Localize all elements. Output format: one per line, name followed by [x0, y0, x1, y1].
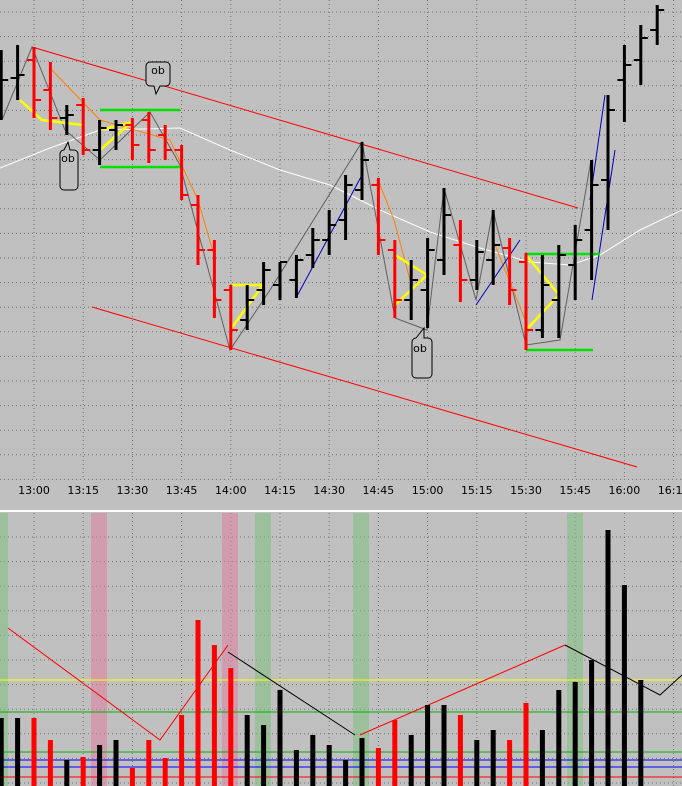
- x-tick-label: 15:15: [461, 484, 493, 497]
- x-tick-label: 15:00: [412, 484, 444, 497]
- volume-bar: [31, 718, 37, 786]
- volume-bar: [129, 768, 135, 786]
- volume-bar: [375, 748, 381, 786]
- volume-bar: [261, 725, 267, 786]
- band: [353, 513, 369, 786]
- volume-bar: [638, 680, 644, 786]
- volume-bar: [244, 715, 250, 786]
- volume-swing: [564, 644, 682, 696]
- x-tick-label: 13:00: [18, 484, 50, 497]
- callouts: [59, 61, 433, 379]
- volume-bar: [80, 757, 86, 786]
- x-tick-label: 14:30: [313, 484, 345, 497]
- volume-swing: [7, 627, 229, 741]
- volume-bar: [293, 750, 299, 786]
- annotation: ob: [61, 152, 75, 165]
- x-tick-label: 13:30: [117, 484, 149, 497]
- volume-bar: [474, 740, 480, 786]
- volume-bar: [326, 745, 332, 786]
- channel-line: [591, 149, 616, 301]
- trend-line: [91, 306, 638, 468]
- volume-bar: [523, 703, 529, 786]
- volume-bar: [195, 620, 201, 786]
- volume-bar: [64, 760, 70, 786]
- volume-bar: [457, 715, 463, 786]
- volume-bar: [343, 760, 349, 786]
- volume-bar: [97, 745, 103, 786]
- x-tick-label: 15:30: [510, 484, 542, 497]
- volume-bar: [113, 740, 119, 786]
- volume-bar: [228, 668, 234, 786]
- callout: [411, 326, 433, 379]
- volume-bar: [47, 740, 53, 786]
- volume-bar: [539, 730, 545, 786]
- x-tick-label: 14:00: [215, 484, 247, 497]
- volume-bar: [310, 735, 316, 786]
- band: [91, 513, 107, 786]
- annotation: ob: [413, 342, 427, 355]
- volume-bar: [572, 682, 578, 786]
- trend-line: [31, 46, 579, 209]
- x-tick-label: 13:45: [166, 484, 198, 497]
- x-tick-label: 16:15: [658, 484, 682, 497]
- volume-bar: [556, 690, 562, 786]
- callout: [145, 61, 171, 96]
- x-tick-label: 16:00: [609, 484, 641, 497]
- x-tick-label: 14:45: [363, 484, 395, 497]
- volume-bar: [589, 660, 595, 786]
- volume-bar: [441, 705, 447, 786]
- x-tick-label: 15:45: [559, 484, 591, 497]
- volume-bar: [211, 645, 217, 786]
- volume-bar: [359, 738, 365, 786]
- band: [0, 513, 8, 786]
- volume-bar: [605, 530, 611, 786]
- x-tick-label: 13:15: [67, 484, 99, 497]
- volume-bar: [15, 718, 21, 786]
- channel-line: [475, 239, 521, 306]
- volume-bands: [0, 513, 583, 786]
- volume-bar: [0, 718, 4, 786]
- moving-average: [0, 127, 682, 266]
- pattern: [19, 99, 84, 127]
- volume-bar: [392, 720, 398, 786]
- volume-bar: [179, 715, 185, 786]
- volume-bar: [146, 740, 152, 786]
- volume-bar: [277, 690, 283, 786]
- band: [567, 513, 583, 786]
- volume-bar: [408, 735, 414, 786]
- volume-bar: [425, 705, 431, 786]
- volume-overlay: [7, 627, 682, 741]
- volume-bar: [507, 740, 513, 786]
- x-tick-label: 14:15: [264, 484, 296, 497]
- volume-bar: [162, 758, 168, 786]
- annotation: ob: [151, 64, 165, 77]
- volume-bar: [490, 730, 496, 786]
- band: [255, 513, 271, 786]
- volume-swing: [227, 651, 356, 736]
- callout: [59, 140, 79, 191]
- volume-bar: [621, 585, 627, 786]
- marks: [0, 5, 665, 786]
- band: [222, 513, 238, 786]
